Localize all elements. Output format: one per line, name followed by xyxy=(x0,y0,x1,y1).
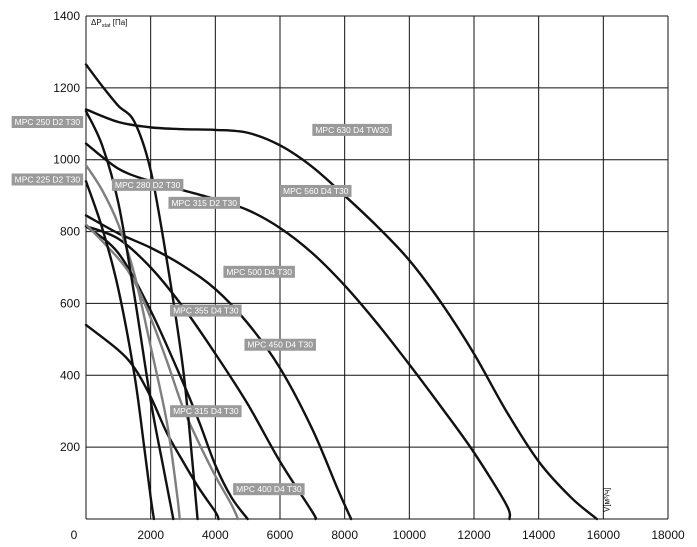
y-tick-label: 1000 xyxy=(53,153,80,167)
x-tick-label: 6000 xyxy=(267,528,294,542)
y-tick-label: 400 xyxy=(60,368,80,382)
series-label-text: MPC 500 D4 T30 xyxy=(226,267,292,277)
series-label: MPC 400 D4 T30 xyxy=(233,483,305,496)
series-label-text: MPC 250 D2 T30 xyxy=(15,117,81,127)
series-label-text: MPC 560 D4 T30 xyxy=(283,186,349,196)
x-tick-label: 2000 xyxy=(137,528,164,542)
x-tick-label: 0 xyxy=(71,528,78,542)
y-tick-label: 800 xyxy=(60,225,80,239)
series-label: MPC 315 D4 T30 xyxy=(170,405,242,418)
series-label-box xyxy=(280,184,352,197)
series-label: MPC 560 D4 T30 xyxy=(280,184,352,197)
series-label-box xyxy=(11,173,84,186)
y-axis-label-sub: stat xyxy=(102,23,111,29)
series-label-text: MPC 400 D4 T30 xyxy=(236,484,302,494)
y-axis-label-main: ΔP xyxy=(91,18,102,27)
y-tick-label: 1200 xyxy=(53,81,80,95)
x-tick-label: 4000 xyxy=(202,528,229,542)
series-line-mpc-560-d4-t30 xyxy=(84,142,512,521)
series-label: MPC 250 D2 T30 xyxy=(11,115,84,128)
series-label: MPC 450 D4 T30 xyxy=(244,338,316,351)
series-label-box xyxy=(223,265,295,278)
series-label-text: MPC 280 D2 T30 xyxy=(115,180,181,190)
x-tick-label: 10000 xyxy=(393,528,427,542)
series-line-mpc-450-d4-t30 xyxy=(84,224,318,521)
series-label: MPC 315 D2 T30 xyxy=(168,196,240,209)
x-tick-label: 18000 xyxy=(651,528,685,542)
series-label-text: MPC 315 D2 T30 xyxy=(171,198,237,208)
series-label-text: MPC 450 D4 T30 xyxy=(247,340,313,350)
series-label: MPC 355 D4 T30 xyxy=(170,304,242,317)
x-tick-label: 8000 xyxy=(331,528,358,542)
series-line-mpc-280-d2-t30 xyxy=(84,163,181,521)
series-label-box xyxy=(233,483,305,496)
x-axis-label: V[м³/ч] xyxy=(602,488,611,512)
series-label-box xyxy=(312,123,392,136)
series-label: MPC 630 D4 TW30 xyxy=(312,123,392,136)
series-label-box xyxy=(170,304,242,317)
x-tick-label: 12000 xyxy=(457,528,491,542)
series-line-mpc-250-d2-t30 xyxy=(84,110,175,521)
y-tick-label: 1400 xyxy=(53,9,80,23)
y-axis-label: ΔPstat [Па] xyxy=(91,18,127,29)
series-label: MPC 225 D2 T30 xyxy=(11,173,84,186)
series-label-box xyxy=(11,115,84,128)
series-label-box xyxy=(244,338,316,351)
series-label-text: MPC 225 D2 T30 xyxy=(15,174,81,184)
series-label: MPC 280 D2 T30 xyxy=(111,178,184,191)
y-tick-label: 200 xyxy=(60,440,80,454)
series-line-mpc-355-d4-t30 xyxy=(84,223,240,521)
series-line-mpc-315-d4-t30 xyxy=(84,323,220,521)
y-tick-label: 600 xyxy=(60,296,80,310)
tick-labels: 0 2000 4000 6000 8000 10000 12000 14000 16000 180… xyxy=(53,9,685,542)
series-label-box xyxy=(168,196,240,209)
series-label-text: MPC 355 D4 T30 xyxy=(173,306,239,316)
series-label-box xyxy=(170,405,242,418)
series-line-mpc-225-d2-t30 xyxy=(84,180,156,521)
y-axis-label-unit: [Па] xyxy=(111,18,128,27)
grid xyxy=(85,15,669,520)
x-tick-label: 14000 xyxy=(522,528,556,542)
series-label: MPC 500 D4 T30 xyxy=(223,265,295,278)
series-label-box xyxy=(111,178,184,191)
series-labels: MPC 630 D4 TW30 MPC 560 D4 T30 MPC 500 D4 … xyxy=(11,115,392,496)
series-label-text: MPC 315 D4 T30 xyxy=(173,406,239,416)
curves xyxy=(84,63,599,521)
series-label-text: MPC 630 D4 TW30 xyxy=(315,125,389,135)
x-tick-label: 16000 xyxy=(587,528,621,542)
series-line-mpc-400-d4-t30 xyxy=(84,224,249,521)
